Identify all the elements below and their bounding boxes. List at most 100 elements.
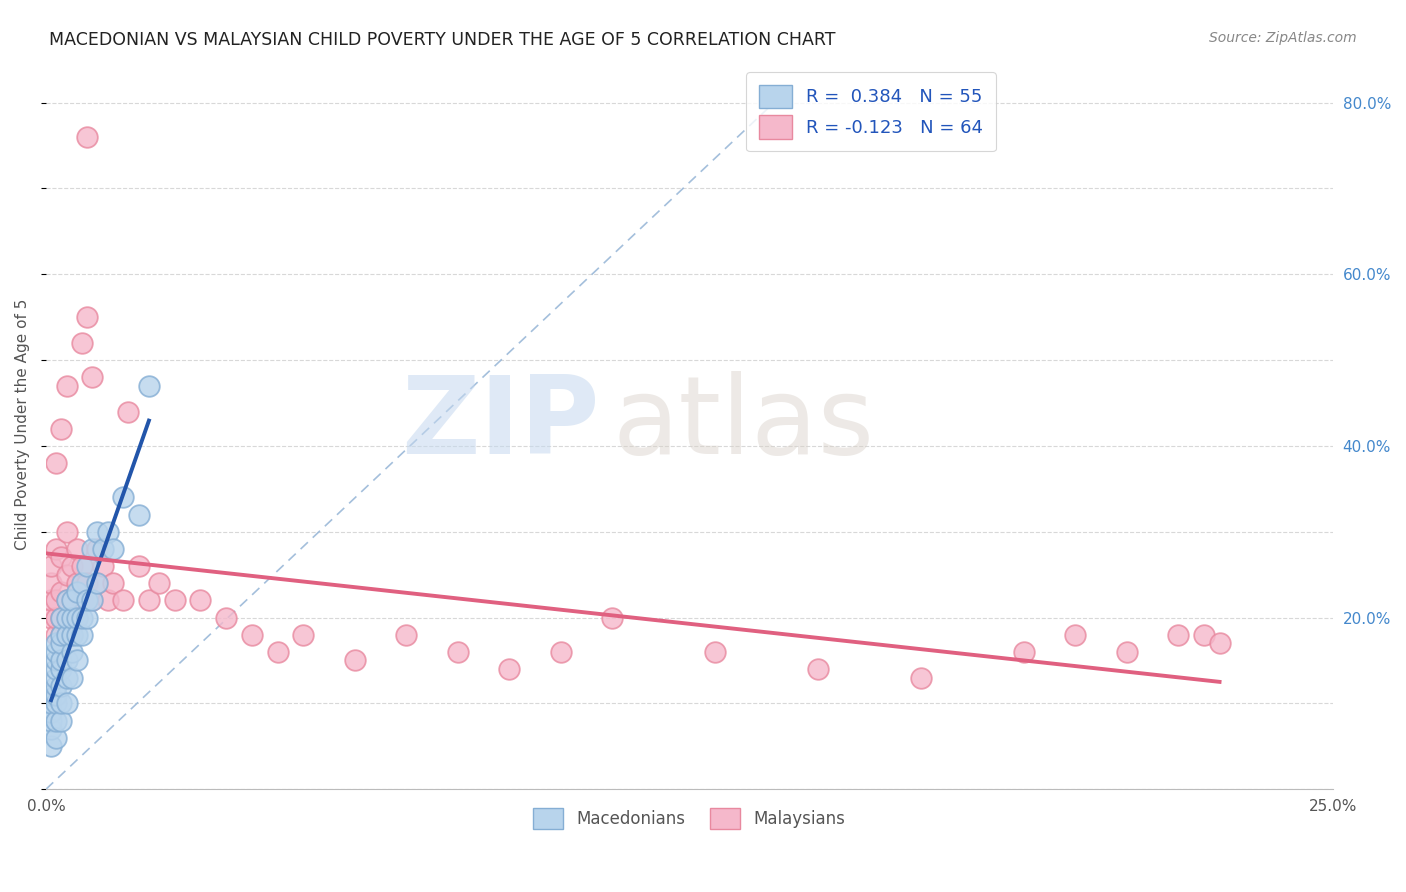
Text: atlas: atlas — [612, 371, 875, 477]
Point — [45, 645, 67, 659]
Point — [807, 662, 830, 676]
Point — [82, 593, 104, 607]
Point — [39, 739, 62, 754]
Point — [1192, 628, 1215, 642]
Point — [66, 541, 89, 556]
Point — [51, 584, 73, 599]
Point — [82, 593, 104, 607]
Point — [45, 456, 67, 470]
Point — [97, 524, 120, 539]
Point — [60, 628, 83, 642]
Point — [39, 705, 62, 719]
Point — [39, 559, 62, 574]
Point — [1208, 636, 1230, 650]
Point — [600, 610, 623, 624]
Point — [55, 697, 77, 711]
Point — [138, 378, 160, 392]
Point — [45, 653, 67, 667]
Point — [292, 628, 315, 642]
Point — [55, 628, 77, 642]
Point — [70, 576, 93, 591]
Text: Source: ZipAtlas.com: Source: ZipAtlas.com — [1209, 31, 1357, 45]
Point — [66, 576, 89, 591]
Point — [550, 645, 572, 659]
Point — [39, 722, 62, 736]
Point — [45, 628, 67, 642]
Point — [51, 610, 73, 624]
Point — [51, 628, 73, 642]
Point — [128, 559, 150, 574]
Point — [70, 610, 93, 624]
Point — [66, 610, 89, 624]
Point — [60, 593, 83, 607]
Point — [101, 576, 124, 591]
Point — [51, 679, 73, 693]
Point — [51, 422, 73, 436]
Point — [51, 550, 73, 565]
Point — [240, 628, 263, 642]
Point — [51, 610, 73, 624]
Point — [55, 593, 77, 607]
Point — [76, 576, 98, 591]
Point — [45, 671, 67, 685]
Point — [97, 593, 120, 607]
Point — [117, 404, 139, 418]
Point — [1115, 645, 1137, 659]
Point — [138, 593, 160, 607]
Point — [82, 370, 104, 384]
Point — [112, 593, 135, 607]
Point — [76, 310, 98, 325]
Point — [70, 593, 93, 607]
Point — [45, 610, 67, 624]
Point — [266, 645, 288, 659]
Point — [45, 636, 67, 650]
Point — [343, 653, 366, 667]
Point — [76, 610, 98, 624]
Point — [91, 559, 114, 574]
Point — [76, 129, 98, 144]
Point — [76, 559, 98, 574]
Point — [55, 671, 77, 685]
Point — [51, 628, 73, 642]
Point — [66, 610, 89, 624]
Point — [51, 714, 73, 728]
Point — [60, 645, 83, 659]
Point — [39, 576, 62, 591]
Point — [60, 610, 83, 624]
Point — [86, 541, 108, 556]
Point — [148, 576, 170, 591]
Point — [86, 524, 108, 539]
Point — [101, 541, 124, 556]
Point — [70, 559, 93, 574]
Point — [447, 645, 470, 659]
Point — [45, 679, 67, 693]
Point — [45, 714, 67, 728]
Point — [55, 593, 77, 607]
Point — [60, 559, 83, 574]
Legend: Macedonians, Malaysians: Macedonians, Malaysians — [526, 801, 852, 836]
Point — [66, 653, 89, 667]
Point — [45, 688, 67, 702]
Point — [112, 491, 135, 505]
Point — [163, 593, 186, 607]
Point — [51, 697, 73, 711]
Point — [55, 378, 77, 392]
Point — [45, 593, 67, 607]
Point — [55, 653, 77, 667]
Y-axis label: Child Poverty Under the Age of 5: Child Poverty Under the Age of 5 — [15, 299, 30, 550]
Point — [39, 688, 62, 702]
Point — [70, 628, 93, 642]
Point — [910, 671, 932, 685]
Point — [55, 610, 77, 624]
Point — [395, 628, 418, 642]
Point — [66, 628, 89, 642]
Point — [128, 508, 150, 522]
Point — [190, 593, 212, 607]
Point — [215, 610, 238, 624]
Point — [86, 576, 108, 591]
Point — [82, 541, 104, 556]
Point — [51, 636, 73, 650]
Point — [45, 697, 67, 711]
Text: ZIP: ZIP — [401, 371, 599, 477]
Point — [1064, 628, 1087, 642]
